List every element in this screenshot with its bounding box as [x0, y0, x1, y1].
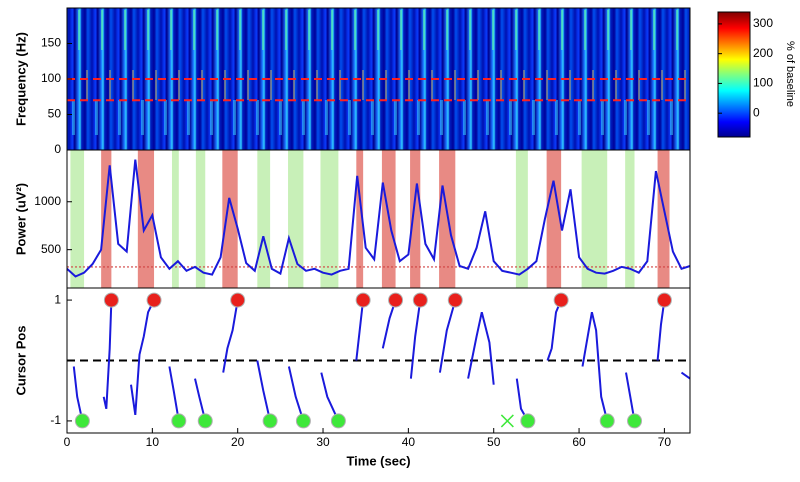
target-marker	[447, 292, 463, 308]
target-marker	[295, 413, 311, 429]
x-tick-label: 40	[402, 435, 416, 449]
x-tick-label: 20	[231, 435, 245, 449]
trial-band	[625, 150, 635, 288]
x-tick-label: 60	[572, 435, 586, 449]
target-marker	[330, 413, 346, 429]
y-axis-label: Cursor Pos	[13, 325, 28, 395]
target-marker	[230, 292, 246, 308]
target-marker	[553, 292, 569, 308]
target-marker	[520, 413, 536, 429]
target-marker	[627, 413, 643, 429]
trial-band	[70, 150, 85, 288]
x-axis-label: Time (sec)	[346, 453, 410, 468]
target-marker	[146, 292, 162, 308]
y-tick-label: 500	[41, 242, 61, 256]
trial-band	[546, 150, 562, 288]
x-tick-label: 0	[64, 435, 71, 449]
axes-box	[66, 287, 691, 434]
target-marker	[355, 292, 371, 308]
y-tick-label: 100	[41, 71, 61, 85]
trial-band	[515, 150, 528, 288]
target-marker	[197, 413, 213, 429]
spectrogram	[67, 8, 690, 150]
y-tick-label: 0	[54, 142, 61, 156]
x-tick-label: 30	[316, 435, 330, 449]
colorbar	[717, 11, 751, 138]
trial-band	[356, 150, 364, 288]
target-marker	[388, 292, 404, 308]
miss-marker	[500, 414, 514, 428]
y-tick-label: -1	[50, 413, 61, 427]
colorbar-label: % of baseline	[784, 41, 796, 107]
colorbar-tick-label: 0	[753, 105, 760, 119]
y-tick-label: 1000	[34, 194, 61, 208]
colorbar-tick-label: 100	[753, 76, 773, 90]
x-tick-label: 50	[487, 435, 501, 449]
trial-band	[288, 150, 304, 288]
y-tick-label: 150	[41, 36, 61, 50]
x-tick-label: 10	[146, 435, 160, 449]
target-marker	[599, 413, 615, 429]
trial-band	[137, 150, 155, 288]
trial-band	[320, 150, 339, 288]
target-marker	[656, 292, 672, 308]
trial-band	[439, 150, 456, 288]
colorbar-tick-label: 300	[753, 16, 773, 30]
target-marker	[171, 413, 187, 429]
y-axis-label: Frequency (Hz)	[13, 32, 28, 126]
colorbar-tick-label: 200	[753, 46, 773, 60]
target-marker	[103, 292, 119, 308]
y-tick-label: 1	[54, 292, 61, 306]
target-marker	[74, 413, 90, 429]
trial-band	[195, 150, 206, 288]
y-tick-label: 50	[48, 107, 62, 121]
trial-band	[657, 150, 670, 288]
trace	[72, 299, 691, 422]
target-marker	[262, 413, 278, 429]
y-axis-label: Power (uV²)	[13, 183, 28, 255]
x-tick-label: 70	[658, 435, 672, 449]
target-marker	[412, 292, 428, 308]
trial-band	[222, 150, 238, 288]
trace	[66, 159, 691, 278]
trial-band	[171, 150, 179, 288]
trial-band	[410, 150, 421, 288]
trial-band	[101, 150, 112, 288]
